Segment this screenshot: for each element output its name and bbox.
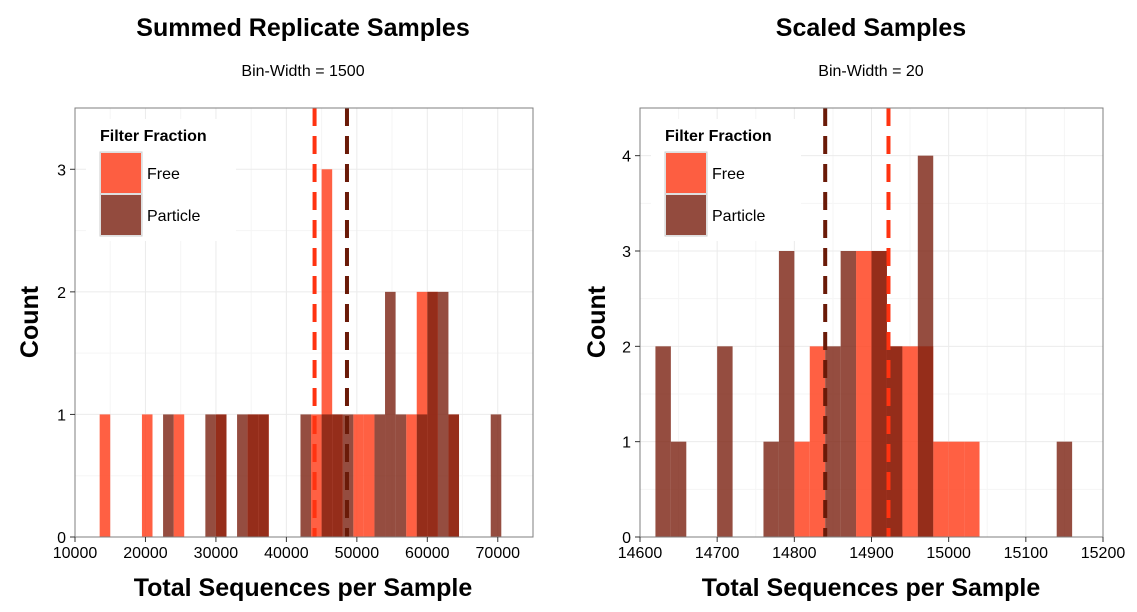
bar-free bbox=[353, 414, 364, 537]
x-tick-label: 40000 bbox=[264, 545, 309, 562]
bar-free bbox=[933, 441, 949, 537]
bar-particle bbox=[490, 414, 502, 537]
y-tick-label: 2 bbox=[57, 285, 66, 302]
panel-scaled-samples: Scaled Samples Bin-Width = 20 14600 14700… bbox=[583, 14, 1125, 602]
bar-particle bbox=[427, 291, 438, 537]
bar-particle bbox=[237, 414, 248, 537]
bar-particle bbox=[778, 251, 795, 537]
plot-area: 14600 14700 14800 14900 15000 15100 15200 0 1 2 3 4… bbox=[618, 107, 1126, 562]
bar-particle bbox=[886, 346, 903, 537]
bar-particle bbox=[321, 414, 333, 537]
bar-particle bbox=[332, 414, 343, 537]
legend: Filter Fraction Free Particle bbox=[651, 119, 801, 241]
chart-subtitle: Bin-Width = 20 bbox=[818, 63, 923, 80]
legend: Filter Fraction Free Particle bbox=[86, 119, 236, 241]
bar-particle bbox=[416, 414, 428, 537]
x-tick-label: 10000 bbox=[53, 545, 98, 562]
x-tick-label: 14900 bbox=[849, 545, 894, 562]
legend-swatch-free bbox=[101, 153, 141, 193]
bar-free bbox=[948, 441, 965, 537]
legend-label-free: Free bbox=[147, 166, 180, 183]
bar-particle bbox=[917, 155, 934, 537]
bar-free bbox=[856, 251, 872, 537]
bar-free bbox=[99, 414, 111, 537]
legend-title: Filter Fraction bbox=[100, 128, 207, 145]
bar-particle bbox=[163, 414, 174, 537]
y-tick-label: 4 bbox=[622, 149, 631, 166]
legend-swatch-free bbox=[666, 153, 706, 193]
bar-particle bbox=[840, 251, 857, 537]
bar-free bbox=[141, 414, 153, 537]
plot-area: 10000 20000 30000 40000 50000 60000 70000 0 1 2 3 F… bbox=[53, 107, 534, 562]
panel-summed-replicate-samples: Summed Replicate Samples Bin-Width = 150… bbox=[16, 14, 534, 602]
bar-particle bbox=[717, 346, 733, 537]
bar-particle bbox=[395, 414, 407, 537]
x-tick-label: 70000 bbox=[476, 545, 521, 562]
bar-free bbox=[964, 441, 980, 537]
bar-particle bbox=[448, 414, 460, 537]
bar-particle bbox=[670, 441, 687, 537]
bar-particle bbox=[205, 414, 216, 537]
x-tick-label: 20000 bbox=[123, 545, 168, 562]
x-tick-label: 15100 bbox=[1004, 545, 1049, 562]
x-axis-title: Total Sequences per Sample bbox=[702, 574, 1041, 602]
y-tick-label: 0 bbox=[57, 530, 66, 547]
bar-particle bbox=[300, 414, 312, 537]
y-axis-title: Count bbox=[16, 285, 44, 358]
bar-free bbox=[406, 414, 417, 537]
x-tick-label: 14700 bbox=[695, 545, 740, 562]
legend-label-particle: Particle bbox=[147, 208, 200, 225]
y-axis-title: Count bbox=[583, 285, 611, 358]
bar-free bbox=[902, 346, 918, 537]
bar-particle bbox=[871, 251, 887, 537]
y-tick-label: 1 bbox=[57, 407, 66, 424]
bar-particle bbox=[215, 414, 227, 537]
bar-free bbox=[173, 414, 185, 537]
bar-particle bbox=[763, 441, 779, 537]
y-tick-label: 0 bbox=[622, 530, 631, 547]
bar-particle bbox=[825, 346, 841, 537]
x-tick-label: 15000 bbox=[926, 545, 971, 562]
legend-label-particle: Particle bbox=[712, 208, 765, 225]
bar-particle bbox=[1056, 441, 1073, 537]
bar-free bbox=[794, 441, 810, 537]
y-tick-label: 3 bbox=[622, 244, 631, 261]
bar-free bbox=[321, 169, 333, 538]
panel-border bbox=[74, 107, 534, 538]
bar-particle bbox=[374, 414, 386, 537]
chart-title: Summed Replicate Samples bbox=[136, 14, 469, 42]
legend-title: Filter Fraction bbox=[665, 128, 772, 145]
x-axis-title: Total Sequences per Sample bbox=[134, 574, 473, 602]
x-tick-label: 15200 bbox=[1081, 545, 1126, 562]
bar-particle bbox=[655, 346, 671, 537]
chart-subtitle: Bin-Width = 1500 bbox=[241, 63, 364, 80]
bar-particle bbox=[437, 291, 449, 537]
y-tick-label: 1 bbox=[622, 435, 631, 452]
legend-swatch-particle bbox=[666, 195, 706, 235]
x-tick-label: 60000 bbox=[405, 545, 450, 562]
chart-title: Scaled Samples bbox=[776, 14, 966, 42]
legend-label-free: Free bbox=[712, 166, 745, 183]
y-tick-label: 3 bbox=[57, 162, 66, 179]
y-tick-label: 2 bbox=[622, 339, 631, 356]
bar-free bbox=[363, 414, 375, 537]
bar-free bbox=[809, 346, 826, 537]
bar-particle bbox=[385, 291, 396, 537]
bar-particle bbox=[247, 414, 259, 537]
legend-swatch-particle bbox=[101, 195, 141, 235]
x-tick-label: 50000 bbox=[335, 545, 380, 562]
x-tick-label: 14600 bbox=[618, 545, 663, 562]
x-tick-label: 14800 bbox=[772, 545, 817, 562]
bar-particle bbox=[258, 414, 269, 537]
x-tick-label: 30000 bbox=[194, 545, 239, 562]
